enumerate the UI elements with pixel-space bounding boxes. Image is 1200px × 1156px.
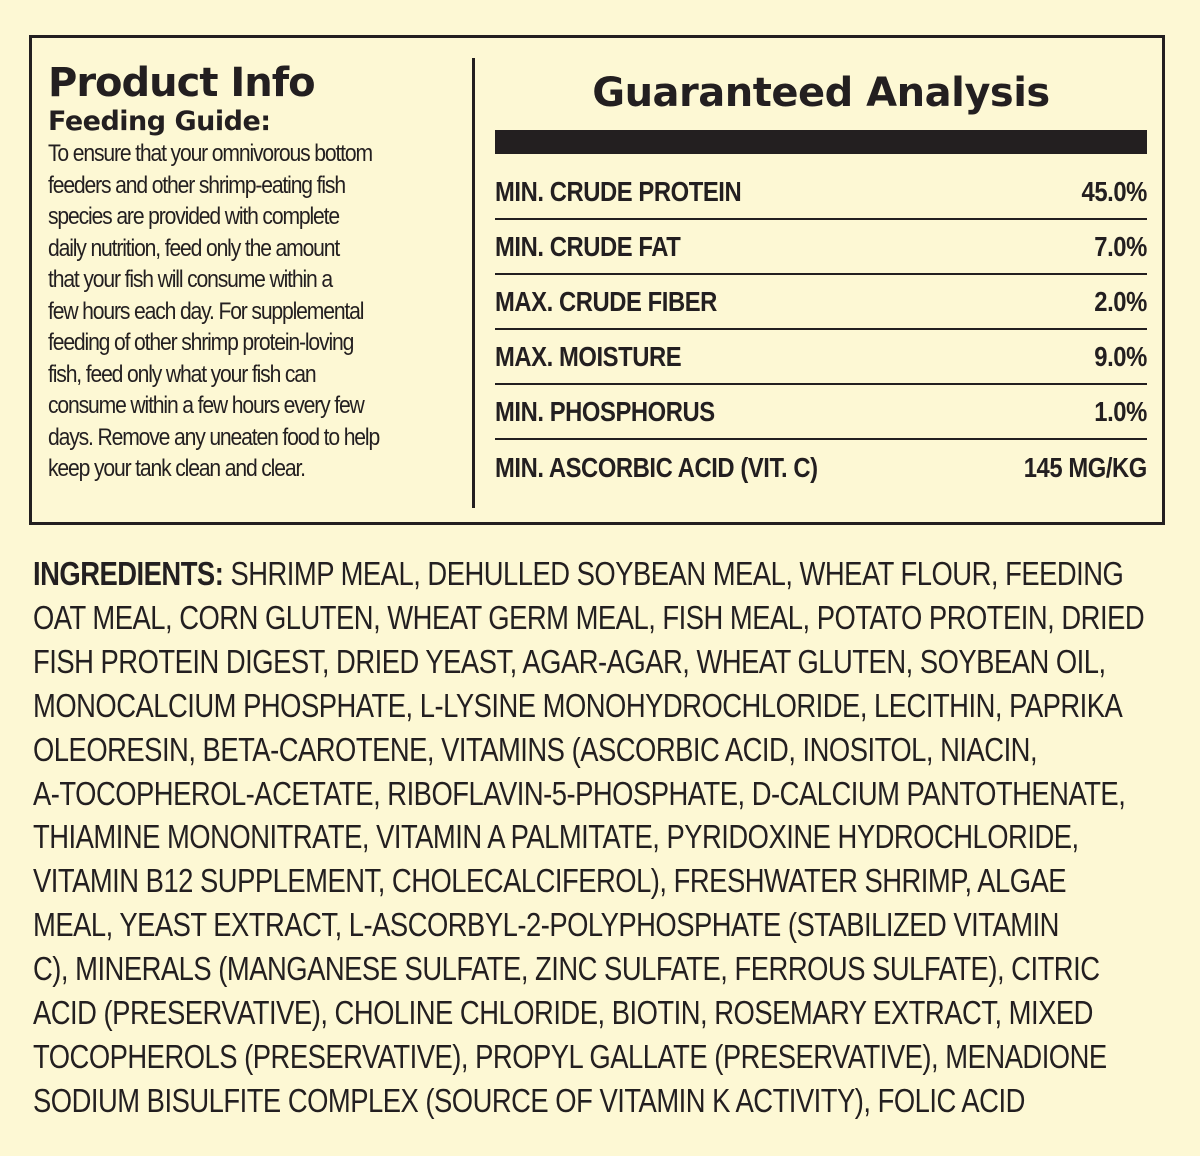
ingredients-line: THIAMINE MONONITRATE, VITAMIN A PALMITAT… [33,818,1079,856]
feeding-line: daily nutrition, feed only the amount [48,234,340,262]
ingredients-line: TOCOPHEROLS (PRESERVATIVE), PROPYL GALLA… [33,1037,1107,1075]
ingredients-text: SHRIMP MEAL, DEHULLED SOYBEAN MEAL, WHEA… [223,555,1124,592]
analysis-table: MIN. CRUDE PROTEIN 45.0% MIN. CRUDE FAT … [495,165,1147,495]
feeding-line: keep your tank clean and clear. [48,455,306,482]
analysis-label: MIN. ASCORBIC ACID (VIT. C) [495,451,818,483]
ingredients-line: FISH PROTEIN DIGEST, DRIED YEAST, AGAR-A… [33,642,1106,680]
analysis-row: MIN. PHOSPHORUS 1.0% [495,385,1147,440]
analysis-label: MAX. CRUDE FIBER [495,285,717,317]
ingredients-line: A-TOCOPHEROL-ACETATE, RIBOFLAVIN-5-PHOSP… [33,774,1126,812]
analysis-row: MIN. ASCORBIC ACID (VIT. C) 145 MG/KG [495,440,1147,495]
ingredients-line: OAT MEAL, CORN GLUTEN, WHEAT GERM MEAL, … [33,598,1145,636]
ingredients-section: INGREDIENTS: SHRIMP MEAL, DEHULLED SOYBE… [33,552,1145,1123]
analysis-value: 45.0% [1081,175,1148,207]
feeding-line: that your fish will consume within a [48,266,333,293]
feeding-line: species are provided with complete [48,203,340,230]
analysis-label: MIN. CRUDE FAT [495,230,681,262]
ingredients-line: INGREDIENTS: SHRIMP MEAL, DEHULLED SOYBE… [33,552,1129,596]
feeding-guide-text: To ensure that your omnivorous bottom fe… [48,138,463,485]
feeding-line: days. Remove any uneaten food to help [48,423,380,451]
header-bar [495,130,1147,154]
analysis-label: MIN. PHOSPHORUS [495,395,715,427]
feeding-line: fish, feed only what your fish can [48,360,317,388]
product-info-title: Product Info [48,60,316,106]
analysis-row: MAX. MOISTURE 9.0% [495,330,1147,385]
ingredients-line: VITAMIN B12 SUPPLEMENT, CHOLECALCIFEROL)… [33,862,1067,900]
analysis-value: 2.0% [1094,285,1147,317]
ingredients-line: C), MINERALS (MANGANESE SULFATE, ZINC SU… [33,950,1100,988]
feeding-line: feeding of other shrimp protein-loving [48,329,354,356]
info-panel: Product Info Feeding Guide: To ensure th… [29,35,1165,525]
feeding-line: To ensure that your omnivorous bottom [48,140,373,167]
feeding-line: consume within a few hours every few [48,392,365,419]
ingredients-line: SODIUM BISULFITE COMPLEX (SOURCE OF VITA… [33,1081,1025,1119]
product-info-section: Product Info Feeding Guide: To ensure th… [48,60,464,485]
analysis-value: 1.0% [1094,395,1147,427]
analysis-value: 7.0% [1094,230,1147,262]
analysis-value: 9.0% [1094,340,1147,372]
analysis-label: MAX. MOISTURE [495,340,682,372]
ingredients-line: OLEORESIN, BETA-CAROTENE, VITAMINS (ASCO… [33,730,1038,768]
feeding-line: few hours each day. For supplemental [48,297,364,325]
ingredients-line: MEAL, YEAST EXTRACT, L-ASCORBYL-2-POLYPH… [33,906,1059,944]
guaranteed-analysis-title: Guaranteed Analysis [592,70,1050,116]
analysis-value: 145 MG/KG [1023,451,1148,483]
ingredients-label: INGREDIENTS: [33,555,224,592]
analysis-row: MAX. CRUDE FIBER 2.0% [495,275,1147,330]
ingredients-line: ACID (PRESERVATIVE), CHOLINE CHLORIDE, B… [33,994,1093,1032]
ingredients-line: MONOCALCIUM PHOSPHATE, L-LYSINE MONOHYDR… [33,686,1123,724]
vertical-divider [472,58,475,508]
feeding-guide-title: Feeding Guide: [48,106,271,137]
analysis-row: MIN. CRUDE PROTEIN 45.0% [495,165,1147,220]
analysis-row: MIN. CRUDE FAT 7.0% [495,220,1147,275]
analysis-label: MIN. CRUDE PROTEIN [495,175,742,207]
feeding-line: feeders and other shrimp-eating fish [48,171,346,199]
